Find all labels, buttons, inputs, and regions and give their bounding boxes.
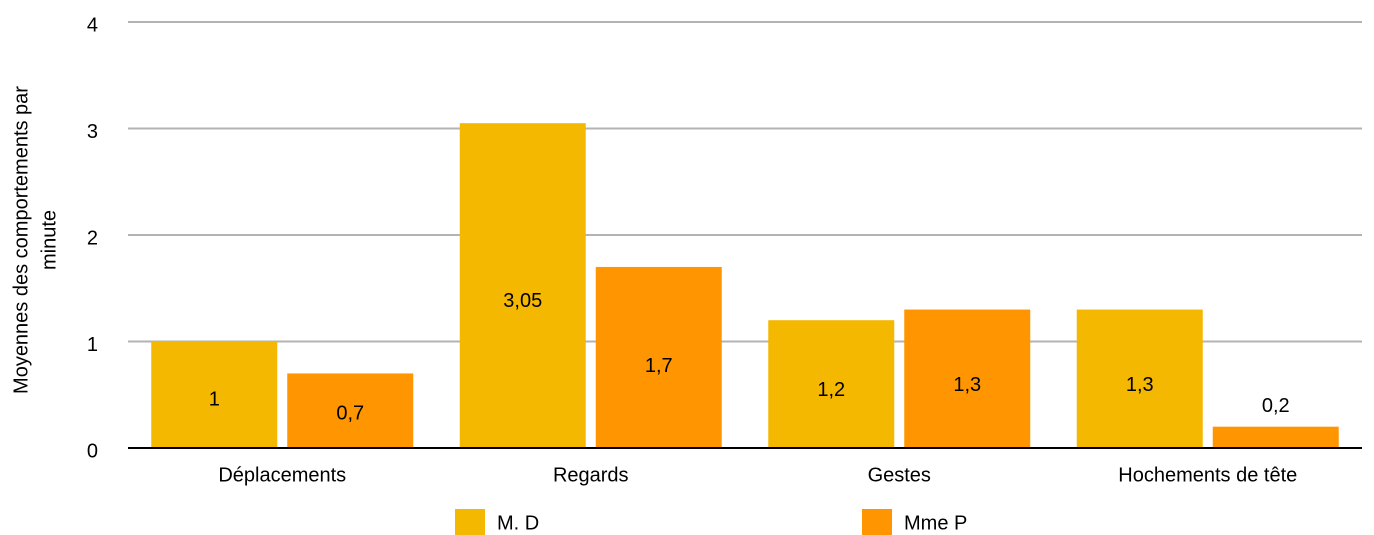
data-label: 1: [209, 388, 220, 410]
legend-swatch: [862, 509, 892, 535]
y-tick-label: 3: [87, 121, 98, 143]
data-label: 1,3: [953, 374, 981, 396]
data-label: 1,3: [1126, 374, 1154, 396]
bar: [1076, 309, 1203, 448]
legend-swatch: [455, 509, 485, 535]
bar: [595, 266, 722, 448]
x-tick-label: Gestes: [868, 464, 931, 486]
y-tick-label: 1: [87, 334, 98, 356]
data-label: 3,05: [503, 290, 542, 312]
y-tick-label: 2: [87, 227, 98, 249]
y-axis-label: minute: [38, 210, 60, 270]
bar: [904, 309, 1031, 448]
legend-label: Mme P: [904, 512, 967, 534]
bar: [1212, 426, 1339, 448]
y-tick-label: 4: [87, 14, 98, 36]
bar: [459, 123, 586, 449]
x-tick-label: Déplacements: [218, 464, 346, 486]
y-axis-label: Moyennes des comportements par: [10, 86, 32, 394]
data-label: 0,7: [336, 403, 364, 425]
bar: [287, 373, 414, 448]
data-label: 1,7: [645, 355, 673, 377]
y-tick-label: 0: [87, 440, 98, 462]
x-tick-label: Hochements de tête: [1118, 464, 1297, 486]
bar: [768, 320, 895, 448]
data-label: 1,2: [817, 379, 845, 401]
x-tick-label: Regards: [553, 464, 629, 486]
data-label: 0,2: [1262, 395, 1290, 417]
bar: [151, 341, 278, 448]
legend-label: M. D: [497, 512, 539, 534]
